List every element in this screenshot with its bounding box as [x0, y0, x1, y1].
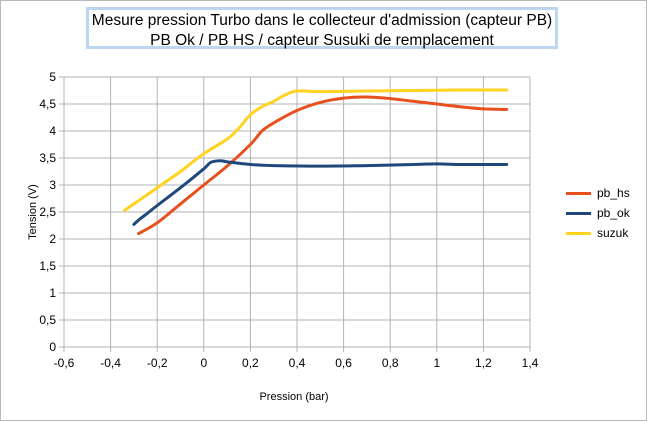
legend-item-pb-hs: pb_hs	[566, 183, 630, 203]
chart-subtitle: PB Ok / PB HS / capteur Susuki de rempla…	[150, 32, 494, 49]
legend-swatch-pb-hs	[566, 191, 591, 195]
x-tick-label: -0,2	[147, 356, 168, 370]
legend-label-suzuk: suzuk	[597, 226, 629, 240]
y-tick-label: 3,5	[39, 151, 56, 165]
legend-swatch-suzuk	[566, 231, 591, 235]
x-tick-label: -0,6	[54, 356, 75, 370]
legend-item-suzuk: suzuk	[566, 223, 630, 243]
y-tick-label: 1	[49, 286, 56, 300]
chart-title: Mesure pression Turbo dans le collecteur…	[91, 12, 553, 29]
x-tick-label: -0,4	[100, 356, 121, 370]
y-tick-label: 3	[49, 178, 56, 192]
y-axis-title: Tension (V)	[27, 184, 39, 240]
x-tick-label: 1,2	[475, 356, 492, 370]
x-tick-label: 0,6	[335, 356, 352, 370]
x-tick-label: 0,8	[382, 356, 399, 370]
y-tick-label: 4	[49, 124, 56, 138]
x-tick-label: 0	[200, 356, 207, 370]
legend-label-pb-hs: pb_hs	[597, 186, 630, 200]
x-tick-label: 1	[433, 356, 440, 370]
y-tick-label: 2	[49, 232, 56, 246]
series-line-pb-ok	[132, 159, 509, 226]
chart-title-box: Mesure pression Turbo dans le collecteur…	[86, 7, 558, 49]
x-axis-title: Pression (bar)	[259, 391, 329, 403]
y-tick-label: 0,5	[39, 313, 56, 327]
legend: pb_hs pb_ok suzuk	[566, 183, 630, 243]
x-tick-label: 0,4	[289, 356, 306, 370]
series-line-suzuk	[123, 88, 509, 212]
legend-item-pb-ok: pb_ok	[566, 203, 630, 223]
legend-swatch-pb-ok	[566, 211, 591, 215]
y-tick-label: 5	[49, 70, 56, 84]
x-tick-label: 0,2	[242, 356, 259, 370]
y-tick-label: 2,5	[39, 205, 56, 219]
y-tick-label: 4,5	[39, 97, 56, 111]
legend-label-pb-ok: pb_ok	[597, 206, 630, 220]
series-line-pb-hs	[137, 95, 509, 236]
x-tick-label: 1,4	[522, 356, 539, 370]
y-tick-label: 1,5	[39, 259, 56, 273]
y-tick-label: 0	[49, 340, 56, 354]
